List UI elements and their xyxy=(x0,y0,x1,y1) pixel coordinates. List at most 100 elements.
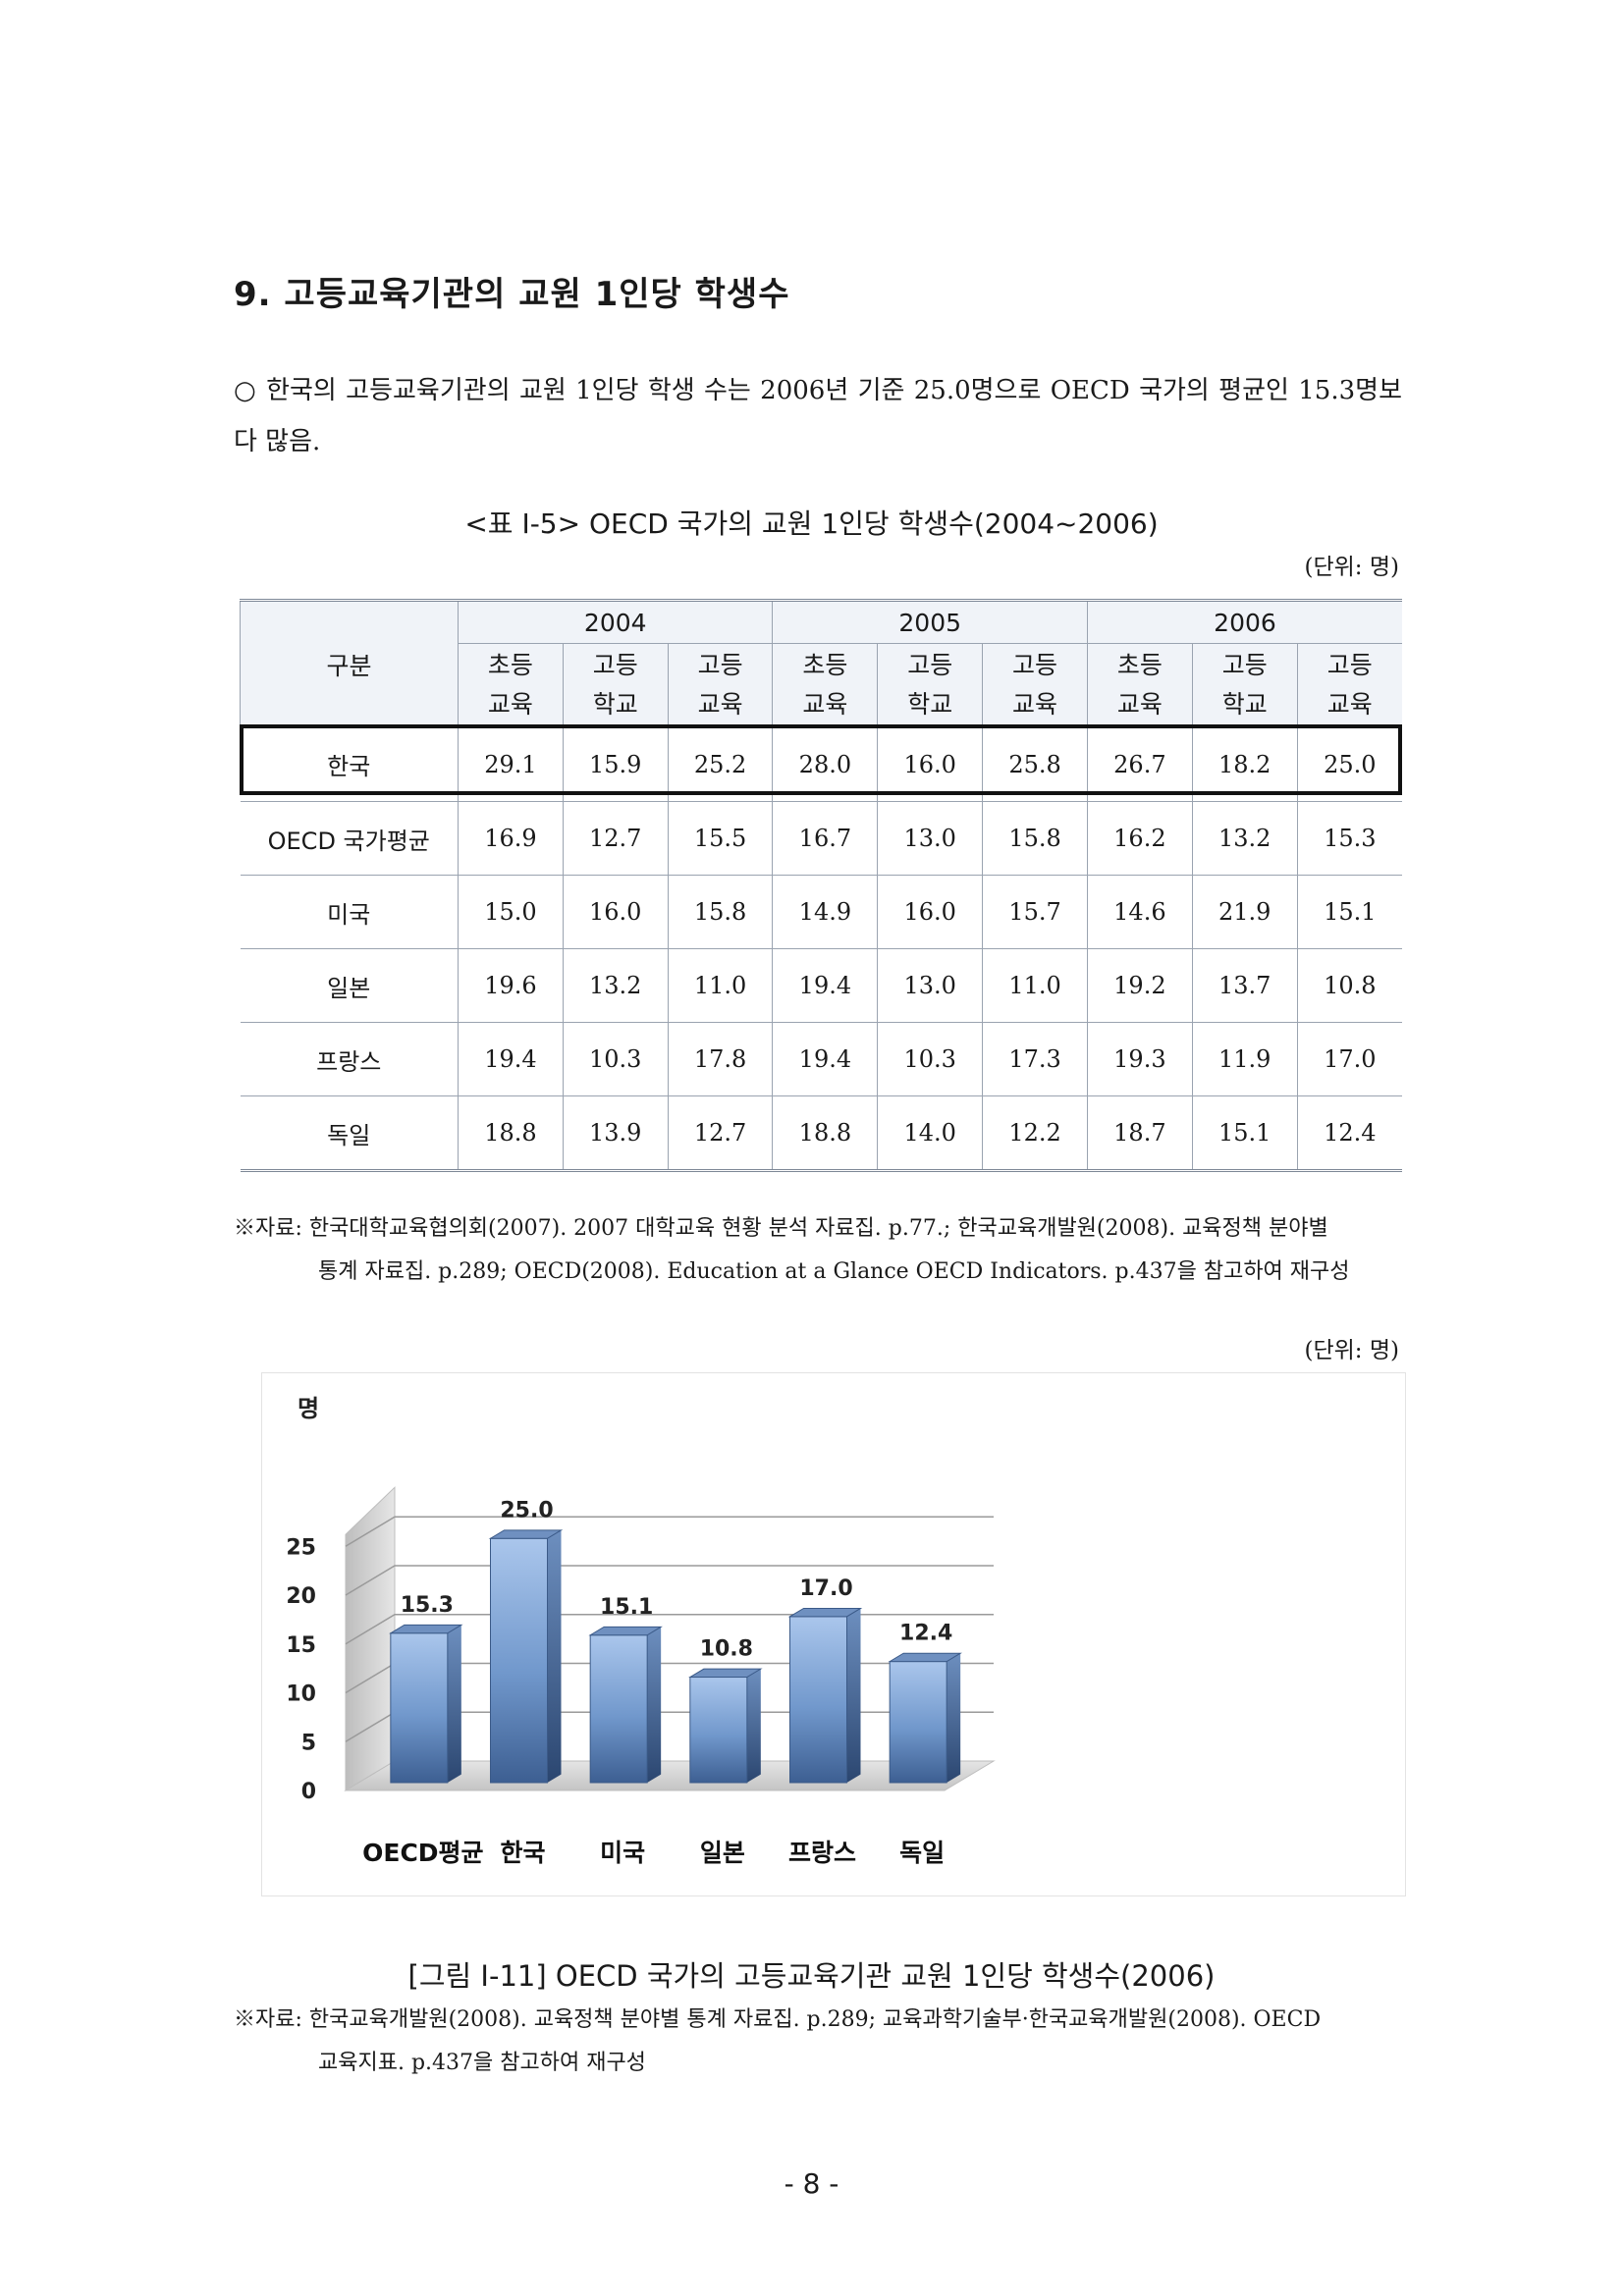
level-header: 고등 교육 xyxy=(982,643,1088,728)
bar-top xyxy=(787,1607,863,1618)
x-tick-label: 미국 xyxy=(600,1839,645,1867)
table-cell: 26.7 xyxy=(1086,727,1193,802)
table-cell: 19.4 xyxy=(772,948,878,1023)
figure-caption: [그림 Ⅰ-11] OECD 국가의 고등교육기관 교원 1인당 학생수(200… xyxy=(407,1959,1216,1993)
table-cell: 12.7 xyxy=(562,801,669,876)
table-cell: 13.0 xyxy=(877,801,983,876)
table-cell: 15.7 xyxy=(982,875,1088,949)
table-cell: 29.1 xyxy=(458,727,564,802)
row-label: 일본 xyxy=(240,948,459,1023)
level-header: 초등 교육 xyxy=(1086,643,1193,728)
row-label: OECD 국가평균 xyxy=(240,801,459,876)
data-label: 17.0 xyxy=(799,1576,852,1601)
table-row: 독일 18.8 13.9 12.7 18.8 14.0 12.2 18.7 15.1 12.4 xyxy=(240,1095,1402,1172)
table-cell: 18.8 xyxy=(458,1095,564,1172)
table-cell: 10.3 xyxy=(562,1022,669,1096)
table-cell: 19.6 xyxy=(458,948,564,1023)
row-label: 한국 xyxy=(240,727,459,802)
year-header-2005: 2005 xyxy=(772,600,1088,644)
table-cell: 19.3 xyxy=(1086,1022,1193,1096)
table-caption: <표 Ⅰ-5> OECD 국가의 교원 1인당 학생수(2004~2006) xyxy=(464,507,1159,540)
bar-top xyxy=(588,1626,663,1636)
source-line: ※자료: 한국교육개발원(2008). 교육정책 분야별 통계 자료집. p.2… xyxy=(234,2007,1322,2032)
x-tick-label: 프랑스 xyxy=(788,1839,856,1867)
data-label: 15.3 xyxy=(401,1593,454,1618)
table-cell: 15.8 xyxy=(982,801,1088,876)
source-line: 통계 자료집. p.289; OECD(2008). Education at … xyxy=(318,1259,1350,1284)
table-cell: 15.5 xyxy=(667,801,773,876)
bar-top xyxy=(688,1668,763,1679)
bar xyxy=(789,1616,847,1784)
y-axis-label: 명 xyxy=(298,1395,319,1422)
table-cell: 15.9 xyxy=(562,727,669,802)
bar xyxy=(689,1677,748,1784)
table-cell: 12.2 xyxy=(982,1095,1088,1172)
source-line: 교육지표. p.437을 참고하여 재구성 xyxy=(318,2051,646,2075)
bar-side xyxy=(647,1627,662,1783)
table-row: 프랑스 19.4 10.3 17.8 19.4 10.3 17.3 19.3 11.9 17.0 xyxy=(240,1022,1402,1096)
table-row: 일본 19.6 13.2 11.0 19.4 13.0 11.0 19.2 13.7 10.8 xyxy=(240,948,1402,1023)
bar-side xyxy=(947,1653,961,1783)
table-cell: 17.0 xyxy=(1296,1022,1402,1096)
level-header: 고등 학교 xyxy=(562,643,669,728)
table-cell: 11.0 xyxy=(982,948,1088,1023)
bar xyxy=(490,1537,548,1784)
source-line: ※자료: 한국대학교육협의회(2007). 2007 대학교육 현황 분석 자료… xyxy=(234,1216,1328,1241)
bar-side xyxy=(746,1669,761,1783)
chart-frame xyxy=(261,1372,1406,1896)
section-title: 9. 고등교육기관의 교원 1인당 학생수 xyxy=(234,275,790,314)
table-cell: 19.4 xyxy=(772,1022,878,1096)
page-number: - 8 - xyxy=(784,2167,839,2200)
table-cell: 14.0 xyxy=(877,1095,983,1172)
table-row: 미국 15.0 16.0 15.8 14.9 16.0 15.7 14.6 21.9 15.1 xyxy=(240,875,1402,949)
level-header: 초등 교육 xyxy=(458,643,564,728)
table-cell: 13.0 xyxy=(877,948,983,1023)
level-header: 고등 학교 xyxy=(877,643,983,728)
table-cell: 10.8 xyxy=(1296,948,1402,1023)
table-cell: 11.0 xyxy=(667,948,773,1023)
table-row: 한국 29.1 15.9 25.2 28.0 16.0 25.8 26.7 18.2 25.0 xyxy=(240,727,1402,802)
y-tick-label: 5 xyxy=(301,1731,316,1755)
table-cell: 16.7 xyxy=(772,801,878,876)
data-label: 12.4 xyxy=(899,1622,952,1646)
table-cell: 16.0 xyxy=(562,875,669,949)
row-label: 독일 xyxy=(240,1095,459,1172)
table-cell: 16.2 xyxy=(1086,801,1193,876)
y-tick-label: 25 xyxy=(286,1535,316,1560)
gridline xyxy=(345,1516,994,1547)
table-cell: 16.0 xyxy=(877,727,983,802)
table-cell: 12.4 xyxy=(1296,1095,1402,1172)
table-cell: 18.7 xyxy=(1086,1095,1193,1172)
bar-top xyxy=(488,1529,564,1539)
bar-side xyxy=(447,1625,461,1783)
table-cell: 28.0 xyxy=(772,727,878,802)
table-cell: 15.3 xyxy=(1296,801,1402,876)
table-cell: 15.8 xyxy=(667,875,773,949)
table-cell: 18.2 xyxy=(1191,727,1298,802)
bar xyxy=(889,1661,947,1784)
bar-top xyxy=(888,1652,962,1663)
table-cell: 13.2 xyxy=(1191,801,1298,876)
level-header: 초등 교육 xyxy=(772,643,878,728)
table-unit-label: (단위: 명) xyxy=(1304,555,1400,580)
table-cell: 16.9 xyxy=(458,801,564,876)
table-cell: 19.4 xyxy=(458,1022,564,1096)
table-cell: 21.9 xyxy=(1191,875,1298,949)
table-cell: 25.0 xyxy=(1296,727,1402,802)
table-cell: 11.9 xyxy=(1191,1022,1298,1096)
table-cell: 25.2 xyxy=(667,727,773,802)
bar-chart: 0 5 10 15 20 25 명 15.3 OECD평균 25.0 한국 15.1 미국 10.8 일본 1… xyxy=(286,1395,996,1867)
year-header-2004: 2004 xyxy=(457,600,773,644)
data-label: 25.0 xyxy=(500,1498,553,1522)
table-cell: 14.6 xyxy=(1086,875,1193,949)
table-cell: 17.3 xyxy=(982,1022,1088,1096)
data-label: 10.8 xyxy=(700,1637,753,1662)
y-tick-label: 15 xyxy=(286,1633,316,1658)
chart-unit-label: (단위: 명) xyxy=(1304,1338,1400,1363)
table-row: OECD 국가평균 16.9 12.7 15.5 16.7 13.0 15.8 16.2 13.… xyxy=(240,801,1402,876)
x-tick-label: 독일 xyxy=(899,1839,945,1867)
table-cell: 12.7 xyxy=(667,1095,773,1172)
table-cell: 13.7 xyxy=(1191,948,1298,1023)
level-header: 고등 학교 xyxy=(1191,643,1298,728)
table-cell: 15.0 xyxy=(458,875,564,949)
